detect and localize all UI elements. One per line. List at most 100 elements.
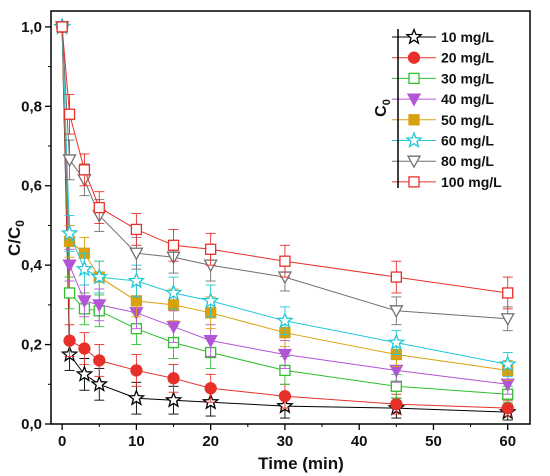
data-point [92,299,107,313]
legend-label: 100 mg/L [441,174,502,190]
data-point [278,390,292,403]
data-point [130,295,143,307]
data-point [167,239,180,251]
data-point [501,401,514,415]
y-tick-label: 0,2 [21,337,42,354]
data-point [277,348,293,362]
data-point [390,271,402,283]
x-tick-label: 0 [58,433,66,450]
legend-title-subscript: 0 [381,99,393,105]
legend-title: C0 [373,99,393,117]
data-point [204,382,217,395]
data-point [63,287,76,299]
legend-marker [408,176,420,188]
data-point [93,201,105,214]
data-point [77,295,92,309]
axes: 0 10 20 30 40 50 60 0,0 0,2 0,4 0,6 0,8 1,0 [21,10,531,450]
x-axis-title: Time (min) [258,454,344,473]
x-tick-label: 30 [277,433,294,450]
legend-item-50-mg-l: 50 mg/L [392,112,494,128]
data-point [205,243,217,255]
data-point [90,267,109,285]
y-axis-title: C/C0 [5,220,27,256]
series-40-mg-l [55,21,515,395]
data-point [389,305,404,319]
x-tick-label: 40 [351,433,368,450]
legend-item-100-mg-l: 100 mg/L [392,174,502,190]
data-point [75,259,94,277]
legend-marker [406,155,422,169]
data-point [60,224,79,241]
data-point [63,334,76,347]
series-line [61,26,508,409]
data-point [167,372,180,385]
data-point [90,375,109,392]
data-point [164,283,183,301]
y-tick-label: 0,4 [21,257,43,274]
data-point [276,311,294,329]
x-tick-label: 60 [499,433,516,450]
data-point [166,321,181,335]
data-point [127,388,146,406]
legend-item-40-mg-l: 40 mg/L [392,91,494,107]
series-60-mg-l [53,17,517,377]
y-tick-label: 0,6 [21,178,42,195]
data-point [387,333,406,351]
legend: 10 mg/L 20 mg/L 30 mg/L 40 mg/L 50 mg/L 60 mg… [373,27,502,190]
legend-label: 30 mg/L [441,70,494,86]
data-point [75,365,94,382]
data-point [201,291,220,309]
legend-label: 50 mg/L [441,112,494,128]
series-100-mg-l [56,21,514,310]
legend-item-20-mg-l: 20 mg/L [392,50,494,66]
data-point [390,380,402,392]
data-point [390,397,403,411]
data-point [203,334,218,348]
legend-label: 60 mg/L [441,133,494,149]
y-tick-label: 0,8 [21,98,42,115]
legend-item-30-mg-l: 30 mg/L [392,70,494,86]
series-line [61,26,508,320]
series-line [61,26,508,413]
x-tick-label: 20 [202,433,219,450]
y-tick-label: 0,0 [21,416,42,433]
series-line [61,26,508,385]
data-point [498,355,517,372]
legend-marker [405,131,423,149]
series-line [61,26,508,371]
legend-marker [408,114,420,126]
y-axis-title-subscript: 0 [13,220,27,227]
series-line [61,26,508,365]
series-line [61,26,508,294]
data-point [62,154,77,168]
data-point [164,390,183,408]
x-tick-label: 50 [425,433,442,450]
x-tick-label: 10 [128,433,145,450]
data-point [56,21,68,33]
data-point [130,364,143,377]
legend-marker [407,51,421,64]
legend-marker [406,93,422,107]
legend-title-main: C [373,105,390,117]
data-point [62,259,77,273]
data-point [93,354,106,367]
data-point [129,247,144,261]
plot-frame [50,10,531,425]
legend-label: 10 mg/L [441,29,494,45]
data-point [63,108,76,120]
data-point [78,342,91,355]
plot-area [53,17,517,421]
data-point [279,255,291,267]
legend-marker [408,72,420,85]
data-point [500,313,515,327]
legend-label: 80 mg/L [441,153,494,169]
y-axis-title-group: C/C0 [5,220,27,256]
legend-item-10-mg-l: 10 mg/L [392,27,494,45]
y-tick-label: 1,0 [21,19,42,36]
legend-marker [405,27,423,45]
data-point [127,271,146,289]
legend-item-60-mg-l: 60 mg/L [392,131,494,149]
data-point [130,223,143,236]
series-line [61,26,508,395]
